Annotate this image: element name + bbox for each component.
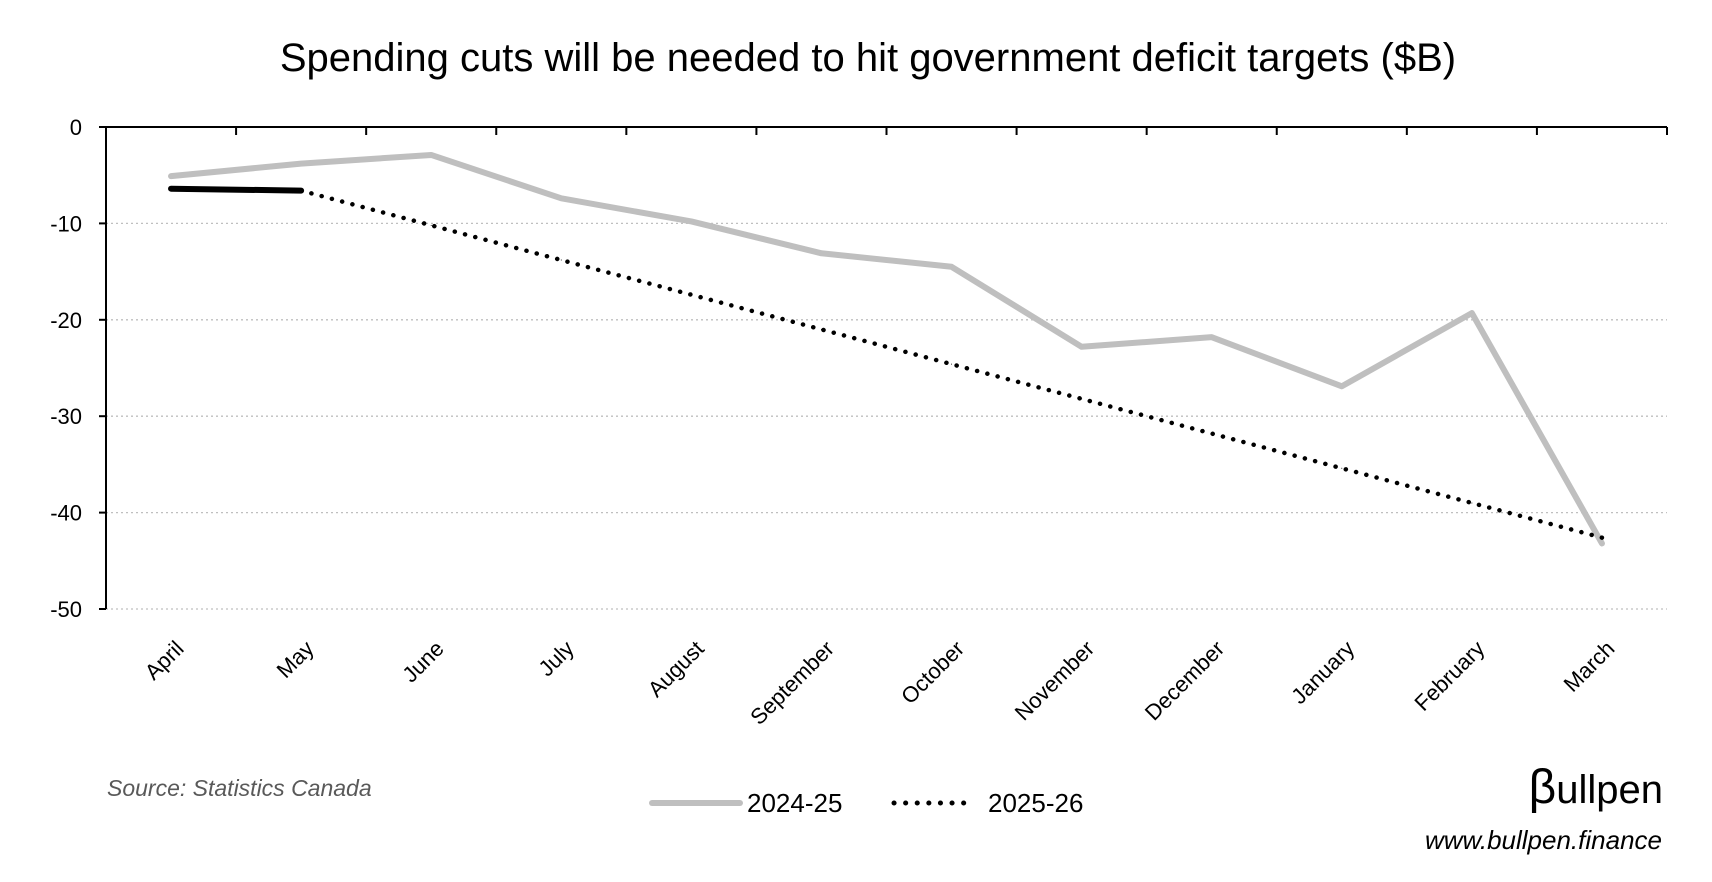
series-2025-26-projection-line — [298, 188, 1605, 540]
point-2025-26 — [1211, 433, 1213, 435]
point-2024-25 — [1081, 346, 1083, 348]
point-2025-26 — [1341, 467, 1343, 469]
svg-text:βullpen: βullpen — [1529, 761, 1663, 814]
y-tick-label: -40 — [50, 501, 82, 526]
y-tick-label: 0 — [70, 115, 82, 140]
x-tick-label: April — [140, 636, 189, 685]
point-2024-25 — [690, 220, 692, 222]
series-group — [168, 151, 1605, 547]
point-2025-26 — [690, 294, 692, 296]
chart-title: Spending cuts will be needed to hit gove… — [280, 36, 1456, 80]
legend: 2024-25 2025-26 — [649, 788, 1083, 818]
x-tick-label: August — [643, 636, 709, 702]
point-2025-26 — [170, 188, 172, 190]
x-tick-label: February — [1409, 636, 1489, 716]
point-2024-25 — [1471, 312, 1473, 314]
source-note: Source: Statistics Canada — [107, 775, 372, 801]
series-2024-25-line — [168, 151, 1605, 547]
y-tick-label: -50 — [50, 597, 82, 622]
brand-url: www.bullpen.finance — [1425, 825, 1662, 855]
point-2024-25 — [820, 252, 822, 254]
point-2024-25 — [1341, 385, 1343, 387]
x-tick-label: July — [533, 636, 578, 681]
point-2025-26 — [560, 259, 562, 261]
point-2024-25 — [560, 197, 562, 199]
point-2025-26 — [951, 363, 953, 365]
point-2024-25 — [300, 163, 302, 165]
x-axis-ticks: April May June July August September October No… — [140, 636, 1620, 730]
y-tick-label: -10 — [50, 211, 82, 236]
y-axis-ticks: 0 -10 -20 -30 -40 -50 — [50, 115, 106, 622]
point-2025-26 — [820, 328, 822, 330]
gridlines — [106, 222, 1667, 610]
point-2024-25 — [170, 175, 172, 177]
logo-text: ullpen — [1556, 768, 1663, 812]
legend-label-2024-25: 2024-25 — [747, 788, 842, 818]
point-2024-25 — [430, 154, 432, 156]
point-2024-25 — [951, 266, 953, 268]
legend-label-2025-26: 2025-26 — [988, 788, 1083, 818]
point-2025-26 — [1471, 502, 1473, 504]
x-tick-label: November — [1010, 636, 1099, 725]
x-tick-label: September — [745, 636, 839, 730]
point-2025-26 — [430, 224, 432, 226]
x-tick-label: March — [1559, 636, 1620, 697]
x-tick-label: June — [397, 636, 448, 687]
point-2024-25 — [1601, 542, 1603, 544]
point-2025-26 — [1601, 537, 1603, 539]
point-2025-26 — [1081, 398, 1083, 400]
point-2024-25 — [1211, 336, 1213, 338]
x-tick-label: May — [272, 636, 319, 683]
bullpen-logo: βullpen — [1529, 761, 1663, 814]
x-tick-label: December — [1140, 636, 1229, 725]
y-tick-label: -30 — [50, 404, 82, 429]
logo-mark: β — [1529, 761, 1557, 814]
y-tick-label: -20 — [50, 308, 82, 333]
x-tick-label: October — [896, 636, 969, 709]
x-tick-label: January — [1286, 636, 1359, 709]
axes — [105, 126, 1668, 609]
point-2025-26 — [300, 190, 302, 192]
series-2025-26-actual-line — [168, 185, 305, 194]
